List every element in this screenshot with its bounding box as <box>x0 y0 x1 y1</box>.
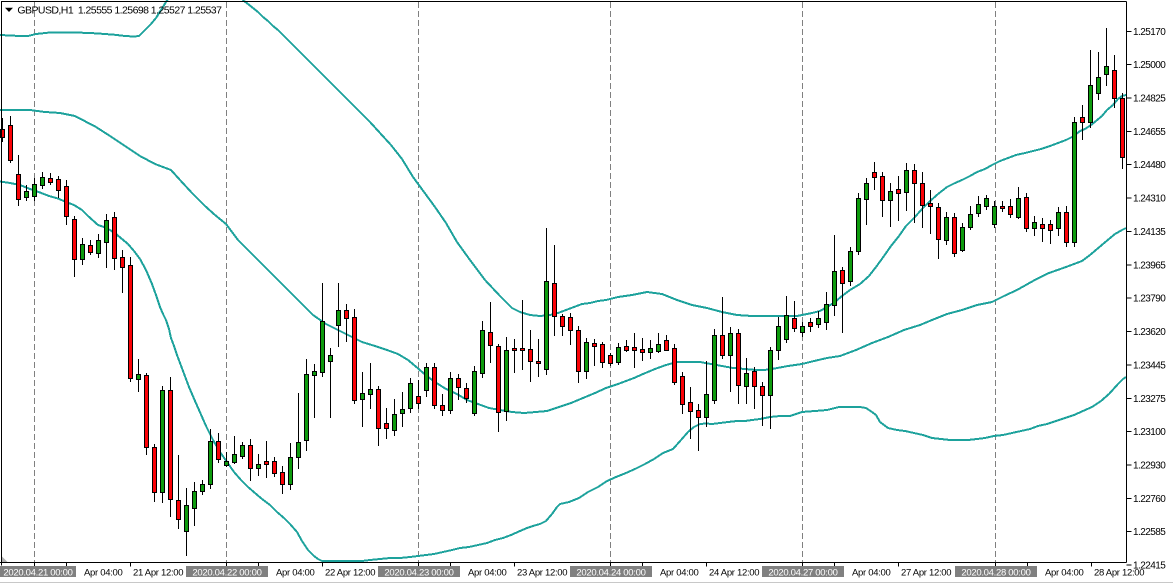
svg-text:1.23100: 1.23100 <box>1133 427 1166 438</box>
svg-text:2020.04.21 00:00: 2020.04.21 00:00 <box>3 568 72 579</box>
svg-text:1.24825: 1.24825 <box>1133 94 1166 105</box>
svg-text:2020.04.28 00:00: 2020.04.28 00:00 <box>961 568 1030 579</box>
svg-text:21 Apr 12:00: 21 Apr 12:00 <box>133 568 183 579</box>
svg-text:Apr 04:00: Apr 04:00 <box>468 568 507 579</box>
svg-text:1.23965: 1.23965 <box>1133 260 1166 271</box>
svg-text:Apr 04:00: Apr 04:00 <box>276 568 315 579</box>
svg-text:1.25000: 1.25000 <box>1133 60 1166 71</box>
svg-text:1.23620: 1.23620 <box>1133 327 1166 338</box>
svg-text:Apr 04:00: Apr 04:00 <box>1045 568 1084 579</box>
svg-text:Apr 04:00: Apr 04:00 <box>84 568 123 579</box>
svg-text:1.24480: 1.24480 <box>1133 160 1166 171</box>
svg-text:24 Apr 12:00: 24 Apr 12:00 <box>709 568 759 579</box>
svg-text:2020.04.24 00:00: 2020.04.24 00:00 <box>576 568 645 579</box>
svg-text:1.22585: 1.22585 <box>1133 527 1166 538</box>
svg-text:1.23275: 1.23275 <box>1133 394 1166 405</box>
svg-text:1.25170: 1.25170 <box>1133 27 1166 38</box>
svg-text:2020.04.23 00:00: 2020.04.23 00:00 <box>384 568 453 579</box>
svg-text:2020.04.22 00:00: 2020.04.22 00:00 <box>192 568 261 579</box>
svg-text:27 Apr 12:00: 27 Apr 12:00 <box>901 568 951 579</box>
svg-text:1.23445: 1.23445 <box>1133 360 1166 371</box>
svg-text:1.22760: 1.22760 <box>1133 494 1166 505</box>
svg-text:22 Apr 12:00: 22 Apr 12:00 <box>325 568 375 579</box>
svg-text:28 Apr 12:00: 28 Apr 12:00 <box>1094 568 1144 579</box>
svg-text:1.23790: 1.23790 <box>1133 294 1166 305</box>
svg-text:2020.04.27 00:00: 2020.04.27 00:00 <box>768 568 837 579</box>
svg-text:GBPUSD,H1 1.25555 1.25698 1.2: GBPUSD,H1 1.25555 1.25698 1.25527 1.2553… <box>17 5 222 17</box>
svg-text:1.24310: 1.24310 <box>1133 194 1166 205</box>
svg-text:Apr 04:00: Apr 04:00 <box>852 568 891 579</box>
svg-text:1.22930: 1.22930 <box>1133 461 1166 472</box>
svg-text:23 Apr 12:00: 23 Apr 12:00 <box>517 568 567 579</box>
svg-text:Apr 04:00: Apr 04:00 <box>660 568 699 579</box>
svg-text:1.24135: 1.24135 <box>1133 227 1166 238</box>
svg-text:1.24655: 1.24655 <box>1133 127 1166 138</box>
svg-text:1.22415: 1.22415 <box>1133 561 1166 572</box>
